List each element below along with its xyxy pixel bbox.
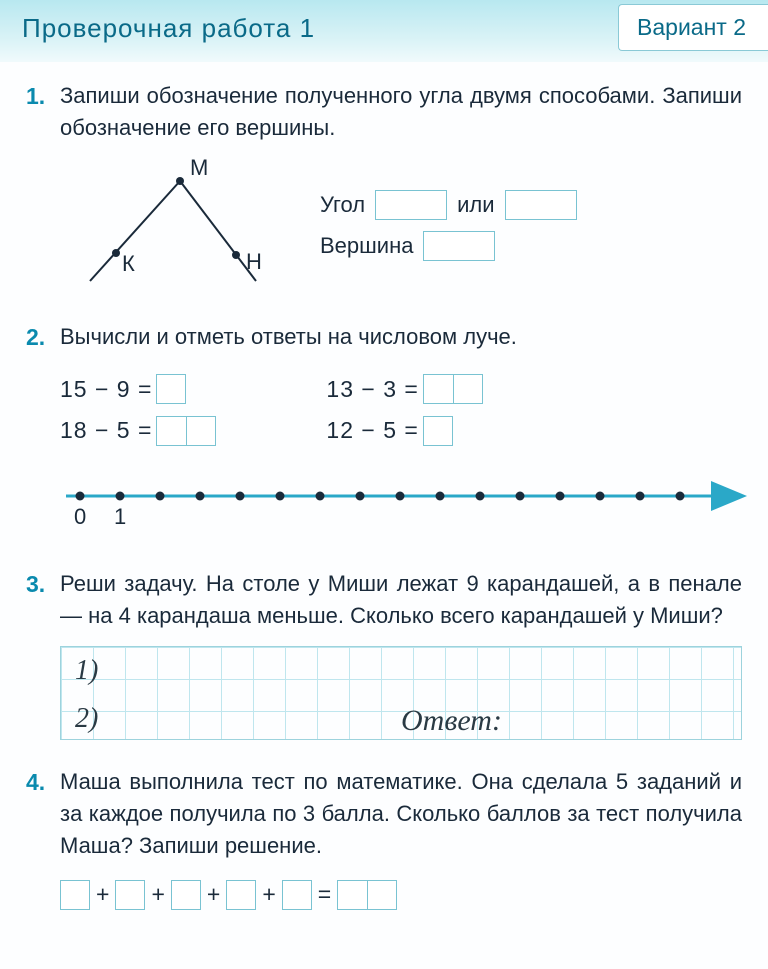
tick-label-0: 0: [74, 504, 86, 529]
task-2: 2. Вычисли и отметь ответы на числовом л…: [26, 321, 742, 542]
worksheet-body: 1. Запиши обозначение полученного угла д…: [0, 62, 768, 944]
addend-box[interactable]: [282, 880, 312, 910]
expression: 15 − 9 =: [60, 373, 152, 406]
hand-line-1: 1): [75, 651, 98, 692]
equals-sign: =: [318, 878, 331, 911]
angle-blank-1[interactable]: [375, 190, 447, 220]
angle-blank-2[interactable]: [505, 190, 577, 220]
result-box[interactable]: [337, 880, 397, 910]
task-3: 3. Реши задачу. На столе у Миши лежат 9 …: [26, 568, 742, 740]
answer-grid[interactable]: 1) 2) Ответ:: [60, 646, 742, 740]
plus-sign: +: [151, 878, 164, 911]
task-number: 4.: [26, 766, 60, 862]
expression: 12 − 5 =: [326, 414, 418, 447]
expression: 13 − 3 =: [326, 373, 418, 406]
task-1: 1. Запиши обозначение полученного угла д…: [26, 80, 742, 296]
calc-line: 15 − 9 =: [60, 373, 216, 406]
task-text: Маша выполнила тест по математике. Она с…: [60, 766, 742, 862]
addend-box[interactable]: [60, 880, 90, 910]
task-number: 1.: [26, 80, 60, 144]
task-text: Запиши обозначение полученного угла двум…: [60, 80, 742, 144]
worksheet-header: Проверочная работа 1 Вариант 2: [0, 0, 768, 62]
label-angle: Угол: [320, 189, 365, 221]
tick-label-1: 1: [114, 504, 126, 529]
worksheet-title: Проверочная работа 1: [22, 13, 315, 43]
answer-box-double[interactable]: [423, 374, 483, 404]
vertex-k-label: К: [122, 251, 135, 276]
number-line: 0 1: [60, 474, 742, 543]
addend-box[interactable]: [171, 880, 201, 910]
angle-diagram: М К Н: [60, 155, 290, 295]
plus-sign: +: [96, 878, 109, 911]
vertex-blank[interactable]: [423, 231, 495, 261]
task-4: 4. Маша выполнила тест по математике. Он…: [26, 766, 742, 911]
sum-expression: + + + + =: [60, 878, 742, 911]
calc-line: 12 − 5 =: [326, 414, 482, 447]
task-number: 2.: [26, 321, 60, 354]
vertex-m-label: М: [190, 155, 208, 180]
hand-line-2: 2): [75, 699, 98, 740]
answer-box-double[interactable]: [156, 416, 216, 446]
answer-box[interactable]: [423, 416, 453, 446]
task-text: Вычисли и отметь ответы на числовом луче…: [60, 321, 742, 354]
expression: 18 − 5 =: [60, 414, 152, 447]
task-number: 3.: [26, 568, 60, 632]
calc-line: 18 − 5 =: [60, 414, 216, 447]
answer-box[interactable]: [156, 374, 186, 404]
label-or: или: [457, 189, 494, 221]
variant-badge: Вариант 2: [618, 4, 768, 51]
plus-sign: +: [207, 878, 220, 911]
vertex-n-label: Н: [246, 249, 262, 274]
calc-line: 13 − 3 =: [326, 373, 482, 406]
addend-box[interactable]: [115, 880, 145, 910]
addend-box[interactable]: [226, 880, 256, 910]
task-text: Реши задачу. На столе у Миши лежат 9 кар…: [60, 568, 742, 632]
plus-sign: +: [262, 878, 275, 911]
calc-columns: 15 − 9 = 18 − 5 = 13 − 3 =: [60, 365, 742, 456]
hand-answer: Ответ:: [401, 699, 502, 743]
label-vertex: Вершина: [320, 230, 413, 262]
angle-answer-area: Угол или Вершина: [320, 179, 742, 273]
